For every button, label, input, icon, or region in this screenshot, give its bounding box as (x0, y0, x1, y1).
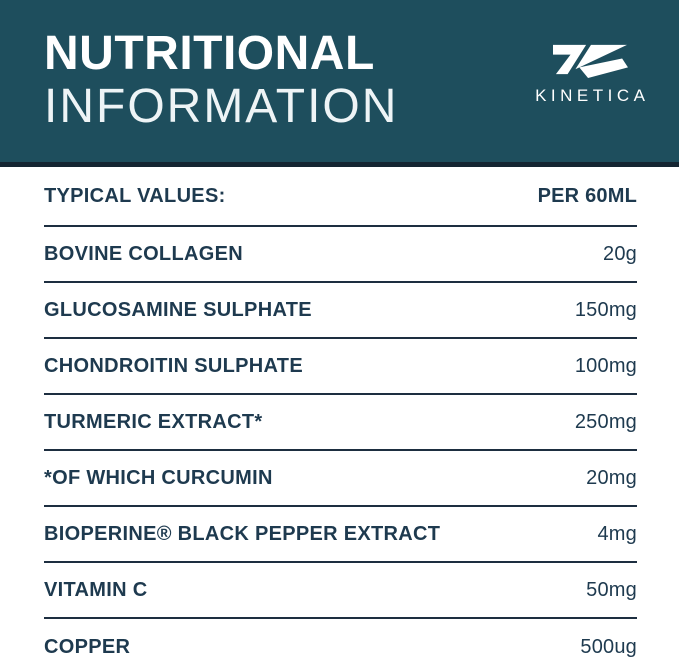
nutrient-amount: 4mg (597, 522, 637, 545)
nutrient-name: COPPER (44, 635, 131, 658)
nutrient-name: GLUCOSAMINE SULPHATE (44, 298, 312, 321)
table-row: BOVINE COLLAGEN 20g (44, 227, 637, 283)
table-row: COPPER 500ug (44, 619, 637, 661)
kinetica-k-icon (553, 44, 629, 79)
nutrition-table: TYPICAL VALUES: PER 60ML BOVINE COLLAGEN… (0, 167, 679, 661)
table-row: TURMERIC EXTRACT* 250mg (44, 395, 637, 451)
nutrient-amount: 250mg (574, 410, 637, 433)
nutrient-name: TURMERIC EXTRACT* (44, 410, 263, 433)
table-row: CHONDROITIN SULPHATE 100mg (44, 339, 637, 395)
nutrient-amount: 20mg (586, 466, 637, 489)
table-body: BOVINE COLLAGEN 20g GLUCOSAMINE SULPHATE… (44, 227, 637, 661)
page-title: NUTRITIONAL INFORMATION (44, 28, 398, 134)
table-row: *OF WHICH CURCUMIN 20mg (44, 451, 637, 507)
brand-name: KINETICA (535, 86, 650, 105)
column-header-per-60ml: PER 60ML (537, 184, 637, 207)
nutrient-name: VITAMIN C (44, 578, 148, 601)
nutrient-amount: 20g (603, 242, 637, 265)
nutrient-name: *OF WHICH CURCUMIN (44, 466, 273, 489)
table-row: BIOPERINE® BLACK PEPPER EXTRACT 4mg (44, 507, 637, 563)
header-banner: NUTRITIONAL INFORMATION KINETICA (0, 0, 679, 167)
nutrient-name: CHONDROITIN SULPHATE (44, 354, 303, 377)
title-line-nutritional: NUTRITIONAL (44, 27, 375, 80)
title-line-information: INFORMATION (44, 80, 399, 133)
nutrient-name: BIOPERINE® BLACK PEPPER EXTRACT (44, 522, 441, 545)
table-row: VITAMIN C 50mg (44, 563, 637, 619)
nutrient-name: BOVINE COLLAGEN (44, 242, 243, 265)
nutrient-amount: 100mg (574, 354, 637, 377)
brand-logo: KINETICA (535, 42, 645, 106)
table-row: GLUCOSAMINE SULPHATE 150mg (44, 283, 637, 339)
nutrient-amount: 50mg (586, 578, 637, 601)
column-header-typical-values: TYPICAL VALUES: (44, 184, 226, 207)
nutrient-amount: 500ug (580, 635, 637, 658)
table-header-row: TYPICAL VALUES: PER 60ML (44, 167, 637, 227)
nutrient-amount: 150mg (574, 298, 637, 321)
